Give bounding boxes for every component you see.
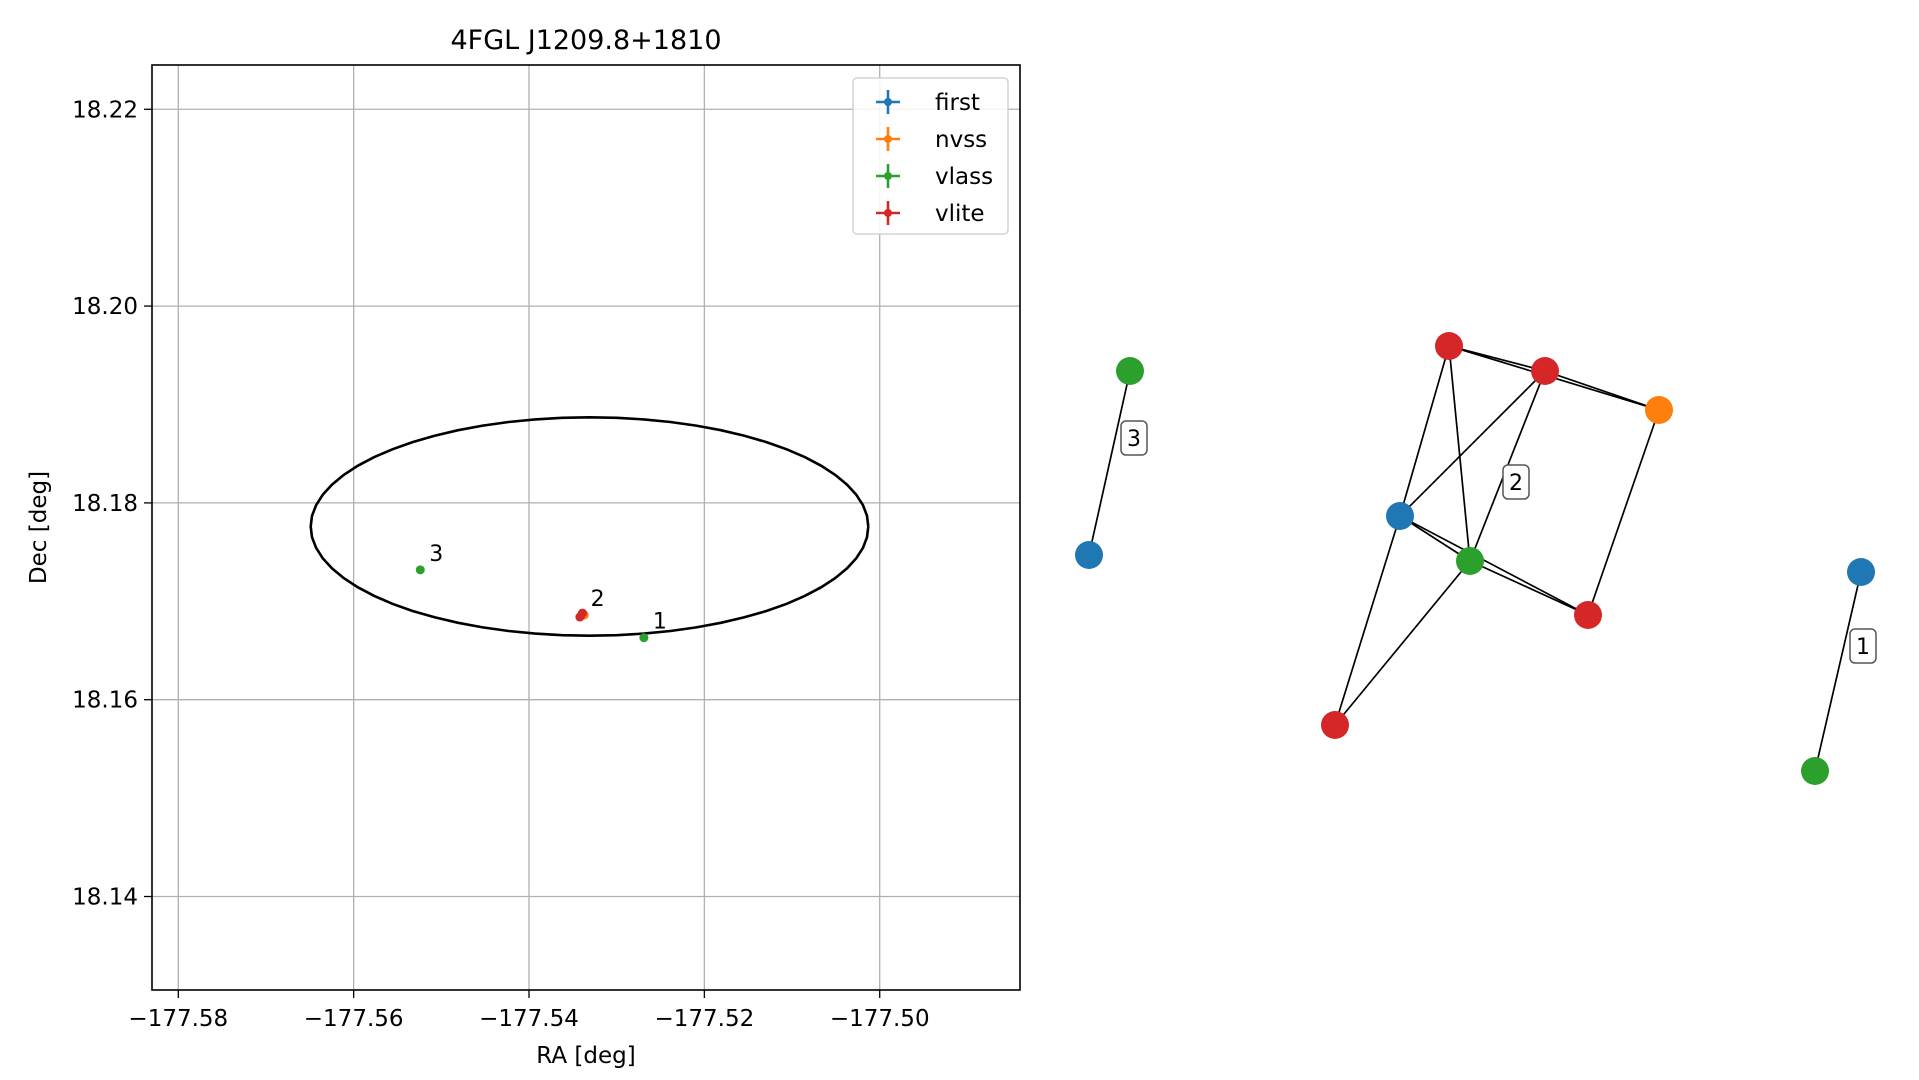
network-edge [1399, 345, 1450, 517]
network-edge [1469, 560, 1589, 616]
legend-label-vlass: vlass [935, 164, 993, 190]
network-node-vlite [1531, 357, 1559, 385]
legend-label-vlite: vlite [935, 201, 985, 227]
network-group-label-box [1849, 628, 1877, 664]
legend: first nvss vlass vlite [852, 77, 1009, 235]
network-group-label-box [1502, 464, 1530, 500]
network-nodes [1075, 332, 1875, 785]
y-axis-label: Dec [deg] [26, 471, 52, 584]
legend-marker-dot-nvss [884, 135, 892, 143]
network-edge [1544, 370, 1660, 411]
data-point-vlass [415, 565, 425, 575]
data-points-layer [415, 565, 649, 643]
x-tick-label: −177.52 [654, 1006, 754, 1032]
legend-label-first: first [935, 90, 980, 116]
legend-marker-dot-first [884, 98, 892, 106]
legend-marker-dot-vlite [884, 209, 892, 217]
y-tick-label: 18.18 [72, 491, 138, 517]
legend-marker-dot-vlass [884, 172, 892, 180]
x-tick-label: −177.58 [128, 1006, 228, 1032]
x-tick-label: −177.54 [479, 1006, 579, 1032]
point-annotation: 2 [591, 587, 605, 612]
network-edge [1448, 345, 1471, 562]
network-node-first [1075, 541, 1103, 569]
network-group-label: 1 [1856, 635, 1870, 660]
network-edge [1088, 370, 1131, 556]
network-group-label: 2 [1509, 471, 1523, 496]
network-node-vlass [1116, 357, 1144, 385]
network-node-vlite [1321, 711, 1349, 739]
network-group-label-box [1120, 420, 1148, 456]
network-panel: 3 2 1 [1075, 332, 1877, 785]
network-node-first [1847, 558, 1875, 586]
network-edge [1587, 409, 1660, 616]
network-edge [1814, 571, 1862, 772]
data-point-vlass [639, 633, 649, 643]
network-node-vlass [1456, 547, 1484, 575]
error-ellipse [309, 415, 870, 638]
chart-title: 4FGL J1209.8+1810 [450, 25, 721, 56]
error-ellipse-layer [309, 415, 870, 638]
network-edge [1334, 560, 1471, 726]
axes-frame [151, 64, 1021, 991]
y-tick-label: 18.14 [72, 885, 138, 911]
annotations-layer: 1 2 3 [429, 542, 667, 635]
network-node-vlite [1435, 332, 1463, 360]
y-tick-label: 18.22 [72, 97, 138, 123]
y-tick-label: 18.16 [72, 688, 138, 714]
legend-label-nvss: nvss [935, 127, 987, 153]
network-node-nvss [1645, 396, 1673, 424]
scatter-panel: 123 −177.58 −177.56 −177.54 −177.52 −177.50 … [26, 25, 1021, 1069]
point-annotation: 1 [653, 610, 667, 635]
legend-box [852, 77, 1009, 235]
y-axis-ticks: 18.14 18.16 18.18 18.20 18.22 [72, 97, 152, 911]
x-tick-label: −177.56 [304, 1006, 404, 1032]
network-node-first [1386, 502, 1414, 530]
network-node-vlite [1574, 601, 1602, 629]
network-edge [1399, 515, 1589, 616]
y-tick-label: 18.20 [72, 294, 138, 320]
point-annotation: 3 [429, 542, 443, 567]
network-node-vlass [1801, 757, 1829, 785]
network-group-label: 3 [1127, 427, 1141, 452]
x-axis-label: RA [deg] [536, 1043, 635, 1069]
data-point-vlite [577, 608, 587, 618]
network-group-labels: 3 2 1 [1120, 420, 1877, 664]
network-edge [1399, 370, 1546, 517]
x-axis-ticks: −177.58 −177.56 −177.54 −177.52 −177.50 [128, 990, 930, 1032]
x-tick-label: −177.50 [830, 1006, 930, 1032]
network-edge [1334, 515, 1401, 726]
